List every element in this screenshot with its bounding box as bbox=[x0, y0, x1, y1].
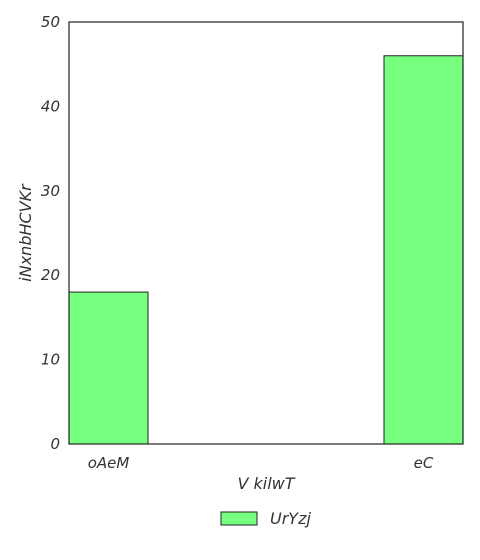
y-tick-label: 10 bbox=[41, 351, 60, 369]
y-tick-label: 50 bbox=[41, 13, 60, 31]
legend-swatch bbox=[220, 511, 258, 526]
bars-group bbox=[68, 55, 464, 445]
x-tick-labels: oAeM eC bbox=[88, 454, 434, 472]
legend: UrYzj bbox=[220, 509, 311, 528]
y-tick-label: 30 bbox=[41, 182, 60, 200]
y-tick-label: 40 bbox=[41, 97, 60, 115]
plot-frame bbox=[68, 21, 464, 445]
y-axis-label: iNxnbHCVKr bbox=[16, 183, 35, 282]
x-tick-label: eC bbox=[414, 454, 434, 472]
legend-label: UrYzj bbox=[270, 509, 311, 528]
y-tick-label: 0 bbox=[50, 435, 60, 453]
y-tick-labels: 0 10 20 30 40 50 bbox=[41, 13, 60, 453]
x-tick-label: oAeM bbox=[88, 454, 130, 472]
bar-oAeM bbox=[68, 291, 149, 445]
x-axis-label: V kilwT bbox=[237, 474, 295, 493]
bar-eC bbox=[383, 55, 464, 445]
y-tick-label: 20 bbox=[41, 266, 60, 284]
